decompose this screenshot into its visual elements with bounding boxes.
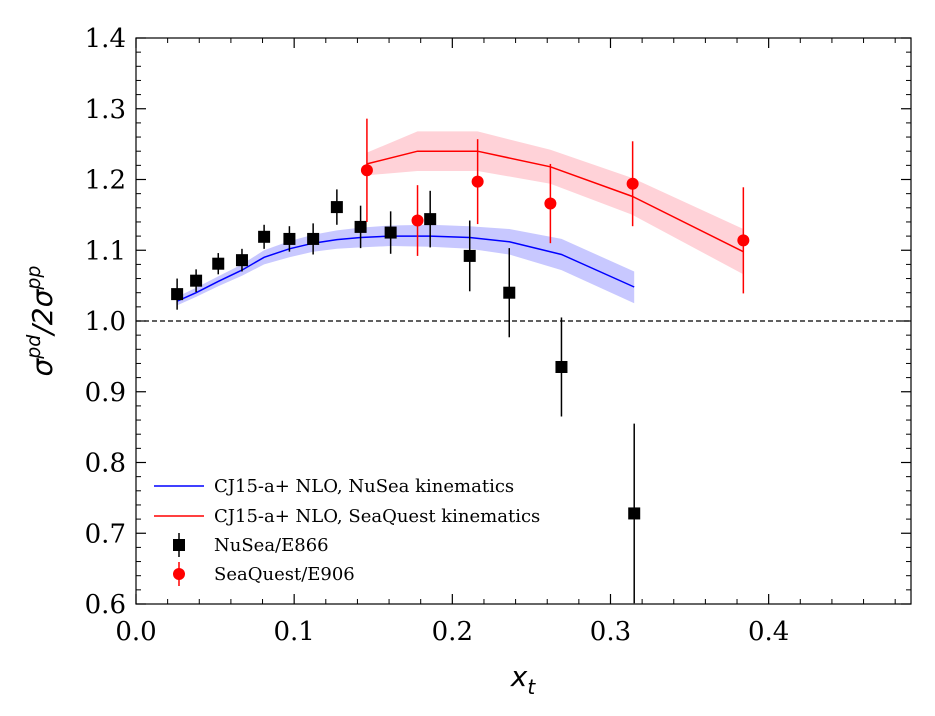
y-axis-label: σpd/2σpp (23, 266, 59, 377)
point-circle-s3-3 (544, 197, 557, 210)
x-tick-label-2: 0.2 (432, 617, 473, 647)
legend-label-seaquest-data: SeaQuest/E906 (214, 564, 355, 585)
y-tick-label-7: 1.3 (85, 95, 126, 125)
y-axis-ticks: 0.6 0.7 0.8 0.9 1.0 1.1 1.2 1.3 1.4 (85, 24, 911, 620)
point-square-s2-4 (258, 230, 271, 243)
band-series-1 (366, 131, 744, 275)
point-circle-s3-1 (411, 214, 424, 227)
theory-lines (176, 150, 744, 302)
uncertainty-bands (177, 131, 744, 306)
y-tick-label-8: 1.4 (85, 24, 126, 54)
point-square-s2-10 (424, 213, 437, 226)
point-circle-s3-4 (626, 177, 639, 190)
point-square-s2-0 (171, 288, 184, 301)
point-square-s2-2 (212, 257, 225, 270)
point-square-s2-5 (283, 232, 296, 245)
line-series-1 (366, 150, 744, 253)
point-square-s2-11 (463, 249, 476, 262)
point-square-s2-1 (190, 274, 203, 287)
legend-label-nusea-theory: CJ15-a+ NLO, NuSea kinematics (214, 476, 514, 497)
point-square-s2-3 (235, 254, 248, 267)
point-square-s2-13 (555, 360, 568, 373)
x-tick-label-1: 0.1 (273, 617, 314, 647)
legend-swatch-nusea-data (173, 533, 185, 557)
point-circle-s3-5 (737, 234, 750, 247)
y-tick-label-1: 0.7 (85, 519, 126, 549)
point-circle-s3-0 (360, 164, 373, 177)
point-square-s2-9 (384, 226, 397, 239)
x-axis-label: xt (510, 660, 537, 699)
x-tick-label-4: 0.4 (748, 617, 789, 647)
legend: CJ15-a+ NLO, NuSea kinematics CJ15-a+ NL… (154, 476, 540, 586)
x-axis-ticks: 0.0 0.1 0.2 0.3 0.4 (115, 38, 896, 647)
point-square-s2-8 (354, 220, 367, 233)
y-tick-label-3: 0.9 (85, 378, 126, 408)
line-series-0 (176, 235, 635, 302)
y-tick-label-6: 1.2 (85, 166, 126, 196)
x-tick-label-3: 0.3 (590, 617, 631, 647)
y-tick-label-0: 0.6 (85, 590, 126, 620)
point-square-s2-7 (330, 201, 343, 214)
y-tick-label-2: 0.8 (85, 449, 126, 479)
point-square-s2-6 (307, 232, 320, 245)
point-square-s2-12 (503, 286, 516, 299)
point-square-s2-14 (628, 507, 641, 520)
data-points (171, 118, 750, 604)
point-circle-s3-2 (471, 175, 484, 188)
legend-label-seaquest-theory: CJ15-a+ NLO, SeaQuest kinematics (214, 506, 540, 527)
legend-swatch-seaquest-data (173, 562, 185, 586)
y-tick-label-5: 1.1 (85, 236, 126, 266)
y-tick-label-4: 1.0 (85, 307, 126, 337)
legend-label-nusea-data: NuSea/E866 (214, 535, 329, 556)
x-tick-label-0: 0.0 (115, 617, 156, 647)
